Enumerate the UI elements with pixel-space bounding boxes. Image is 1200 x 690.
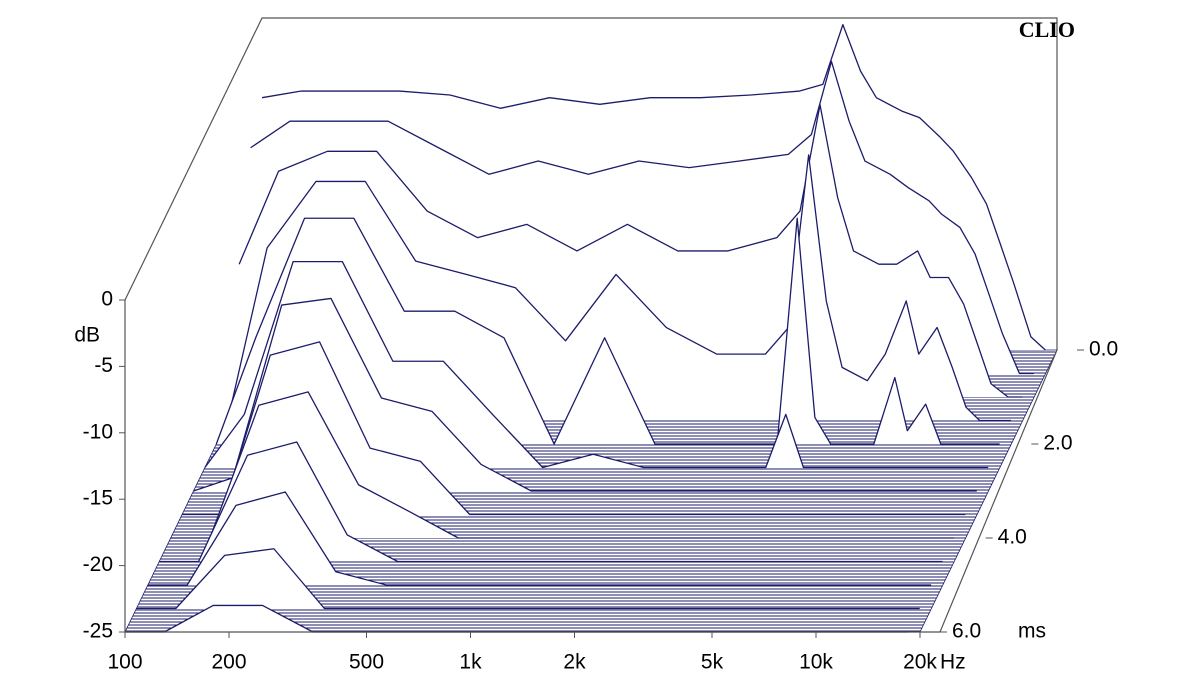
x-axis-label: Hz bbox=[940, 651, 966, 674]
x-tick-label: 200 bbox=[211, 651, 246, 674]
x-tick-label: 100 bbox=[107, 651, 142, 674]
y-axis-label: dB bbox=[74, 324, 100, 347]
x-tick-label: 1k bbox=[459, 651, 482, 674]
slice-line bbox=[204, 261, 989, 469]
y-tick-label: -5 bbox=[94, 354, 113, 377]
z-tick-label: 6.0 bbox=[952, 620, 981, 643]
y-tick-label: -15 bbox=[83, 487, 113, 510]
x-tick-label: 10k bbox=[799, 651, 833, 674]
x-tick-label: 500 bbox=[349, 651, 384, 674]
slice-fill bbox=[125, 605, 909, 632]
x-tick-label: 20k bbox=[903, 651, 937, 674]
slice-line bbox=[136, 548, 920, 610]
z-axis-label: ms bbox=[1018, 620, 1046, 643]
slice-fill bbox=[193, 298, 977, 491]
slice-line bbox=[182, 341, 966, 516]
y-tick-label: 0 bbox=[101, 288, 113, 311]
plot bbox=[124, 23, 1058, 633]
y-tick-label: -20 bbox=[83, 553, 113, 576]
slice-line bbox=[215, 217, 1000, 445]
slice-fill bbox=[182, 341, 966, 515]
slice-line bbox=[147, 491, 932, 586]
z-tick-label: 0.0 bbox=[1089, 338, 1118, 361]
frame bbox=[124, 17, 1058, 350]
z-axis bbox=[939, 349, 1058, 633]
slice-fill bbox=[170, 391, 954, 538]
y-tick-label: -25 bbox=[83, 620, 113, 643]
back-wall bbox=[124, 17, 1058, 350]
slice-fill bbox=[136, 548, 920, 609]
z-tick-label: 2.0 bbox=[1043, 432, 1072, 455]
slice-line bbox=[170, 391, 954, 539]
slice-line bbox=[238, 104, 1023, 398]
slice-line bbox=[250, 60, 1034, 375]
axes: 0 -5 -10 -15 -20 -25 dB 100 200 500 1k 2k 5k 10k 20k Hz… bbox=[74, 288, 1118, 674]
watermark: CLIO bbox=[1019, 17, 1075, 42]
x-tick-label: 2k bbox=[563, 651, 586, 674]
x-tick-label: 5k bbox=[701, 651, 724, 674]
slice-line bbox=[159, 441, 943, 563]
z-tick-label: 4.0 bbox=[998, 526, 1027, 549]
slice-line bbox=[193, 297, 977, 492]
slice-line bbox=[261, 23, 1046, 351]
y-tick-label: -10 bbox=[83, 420, 113, 443]
